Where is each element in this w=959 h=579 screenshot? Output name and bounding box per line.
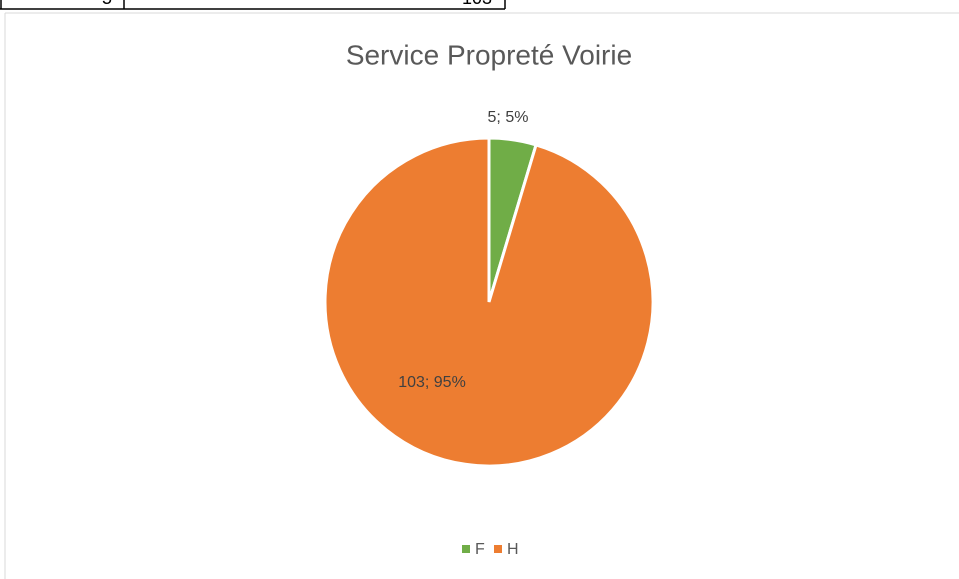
pie-slice <box>323 136 655 468</box>
chart-title: Service Propreté Voirie <box>346 39 632 70</box>
legend-swatch <box>462 545 470 553</box>
legend-swatch <box>494 545 502 553</box>
data-label: 5; 5% <box>488 109 529 126</box>
table-fragment: 5 103 <box>0 0 506 10</box>
legend-label: H <box>507 541 519 558</box>
table-cell: 5 <box>102 0 112 8</box>
data-label: 103; 95% <box>398 374 466 391</box>
table-cell: 103 <box>462 0 492 8</box>
legend-label: F <box>475 541 485 558</box>
